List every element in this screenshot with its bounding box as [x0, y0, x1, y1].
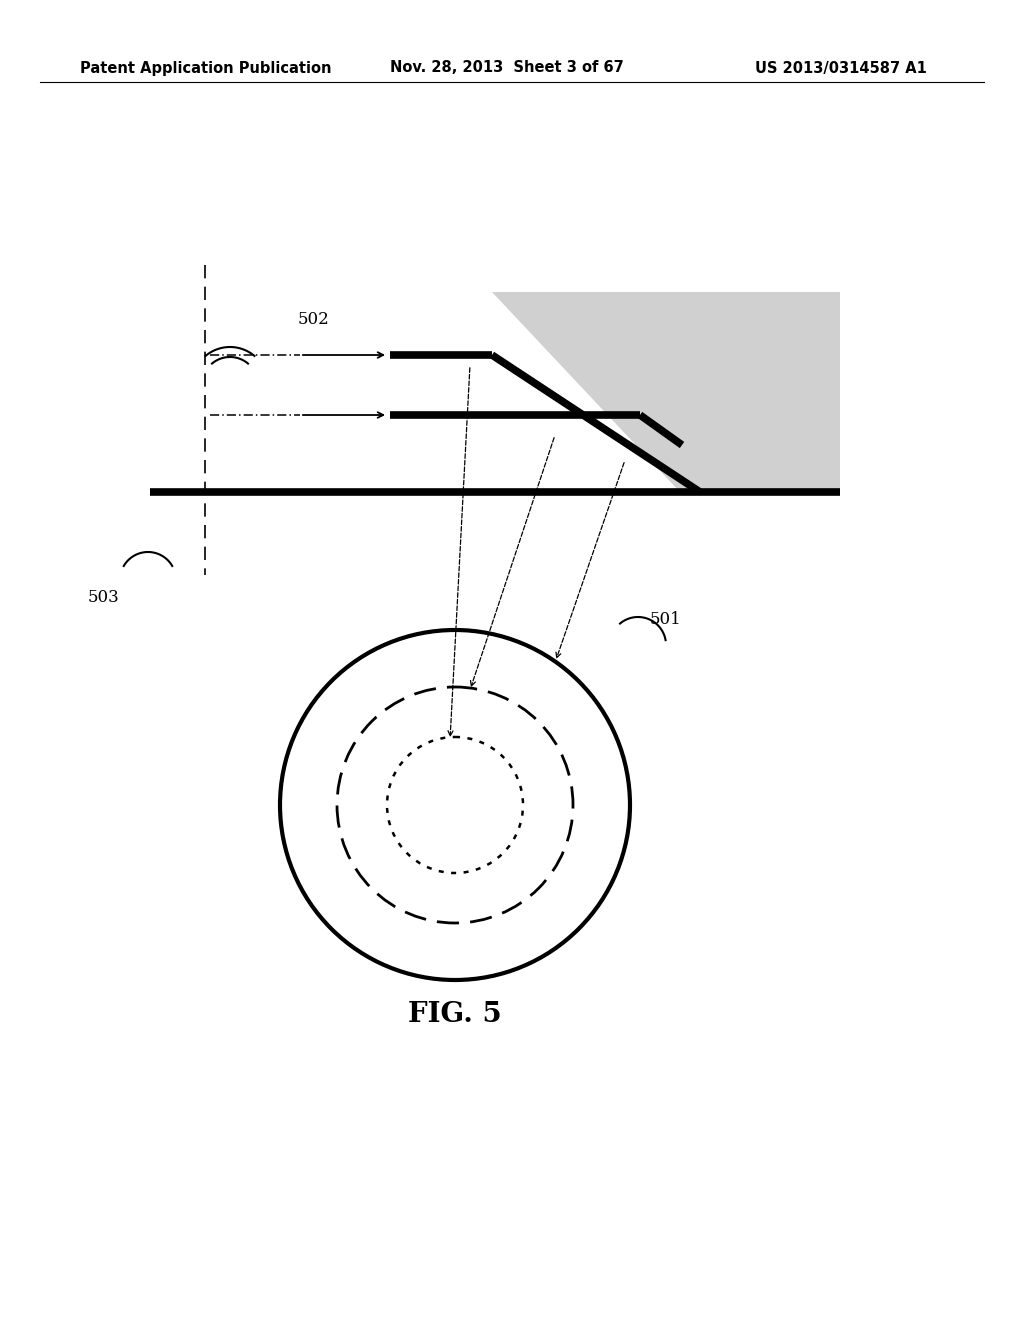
Text: 503: 503	[88, 590, 120, 606]
Text: 501: 501	[650, 611, 682, 628]
Text: Nov. 28, 2013  Sheet 3 of 67: Nov. 28, 2013 Sheet 3 of 67	[390, 61, 624, 75]
Polygon shape	[492, 292, 840, 492]
Text: FIG. 5: FIG. 5	[409, 1002, 502, 1028]
Text: US 2013/0314587 A1: US 2013/0314587 A1	[755, 61, 927, 75]
Text: Patent Application Publication: Patent Application Publication	[80, 61, 332, 75]
Text: 502: 502	[298, 312, 330, 329]
